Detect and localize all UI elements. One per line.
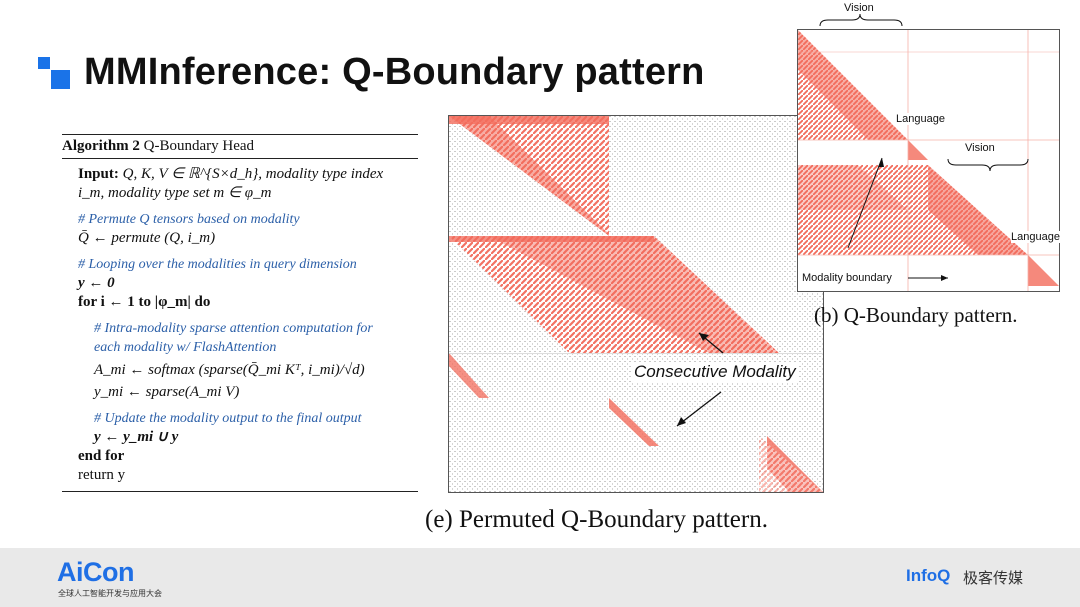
algorithm-heading: Algorithm 2 Q-Boundary Head [62, 135, 418, 159]
end-for-line: end for [78, 448, 125, 464]
slide-title: MMInference: Q-Boundary pattern [84, 51, 705, 93]
permuted-attention-heatmap [448, 115, 824, 493]
slide: MMInference: Q-Boundary pattern Algorith… [38, 2, 1060, 533]
figure-b-brackets [819, 14, 1029, 172]
for-line: for i ← 1 to |φ_m| do [78, 294, 211, 310]
sparse-line: y_mi ← sparse(A_mi V) [94, 384, 240, 400]
footer-bar: AiCon 全球人工智能开发与应用大会 InfoQ 极客传媒 [0, 548, 1080, 607]
return-line: return y [78, 467, 126, 483]
algorithm-box: Algorithm 2 Q-Boundary Head Input: Q, K,… [62, 134, 418, 492]
aicon-logo: AiCon [57, 557, 134, 587]
comment-intra-1: # Intra-modality sparse attention comput… [94, 321, 373, 336]
label-language-2: Language [1011, 231, 1060, 243]
init-line: y ← 0 [78, 275, 115, 291]
algorithm-input-2: i_m, modality type set m ∈ φ_m [78, 185, 272, 201]
label-modality-boundary: Modality boundary [802, 272, 892, 284]
permute-line: Q̄ ← permute (Q, i_m) [78, 230, 216, 246]
label-language-1: Language [896, 113, 945, 125]
union-line: y ← y_mi ∪ y [94, 429, 179, 445]
algorithm-input: Input: Q, K, V ∈ ℝ^{S×d_h}, modality typ… [78, 166, 384, 182]
label-vision-top: Vision [844, 2, 874, 14]
comment-intra-2: each modality w/ FlashAttention [94, 340, 277, 355]
softmax-line: A_mi ← softmax (sparse(Q̄_mi Kᵀ, i_mi)/√… [94, 362, 365, 378]
label-vision-2: Vision [965, 142, 995, 154]
aicon-subtitle: 全球人工智能开发与应用大会 [58, 589, 162, 598]
comment-loop: # Looping over the modalities in query d… [78, 257, 357, 272]
title-logo-icon [38, 57, 72, 91]
consecutive-modality-label: Consecutive Modality [632, 362, 798, 382]
comment-update: # Update the modality output to the fina… [94, 411, 362, 426]
caption-b: (b) Q-Boundary pattern. [814, 303, 1018, 327]
infoq-cn-label: 极客传媒 [963, 570, 1024, 587]
caption-e: (e) Permuted Q-Boundary pattern. [425, 506, 768, 533]
infoq-logo: InfoQ [906, 566, 951, 585]
q-boundary-heatmap [797, 29, 1060, 292]
comment-permute: # Permute Q tensors based on modality [78, 212, 300, 227]
